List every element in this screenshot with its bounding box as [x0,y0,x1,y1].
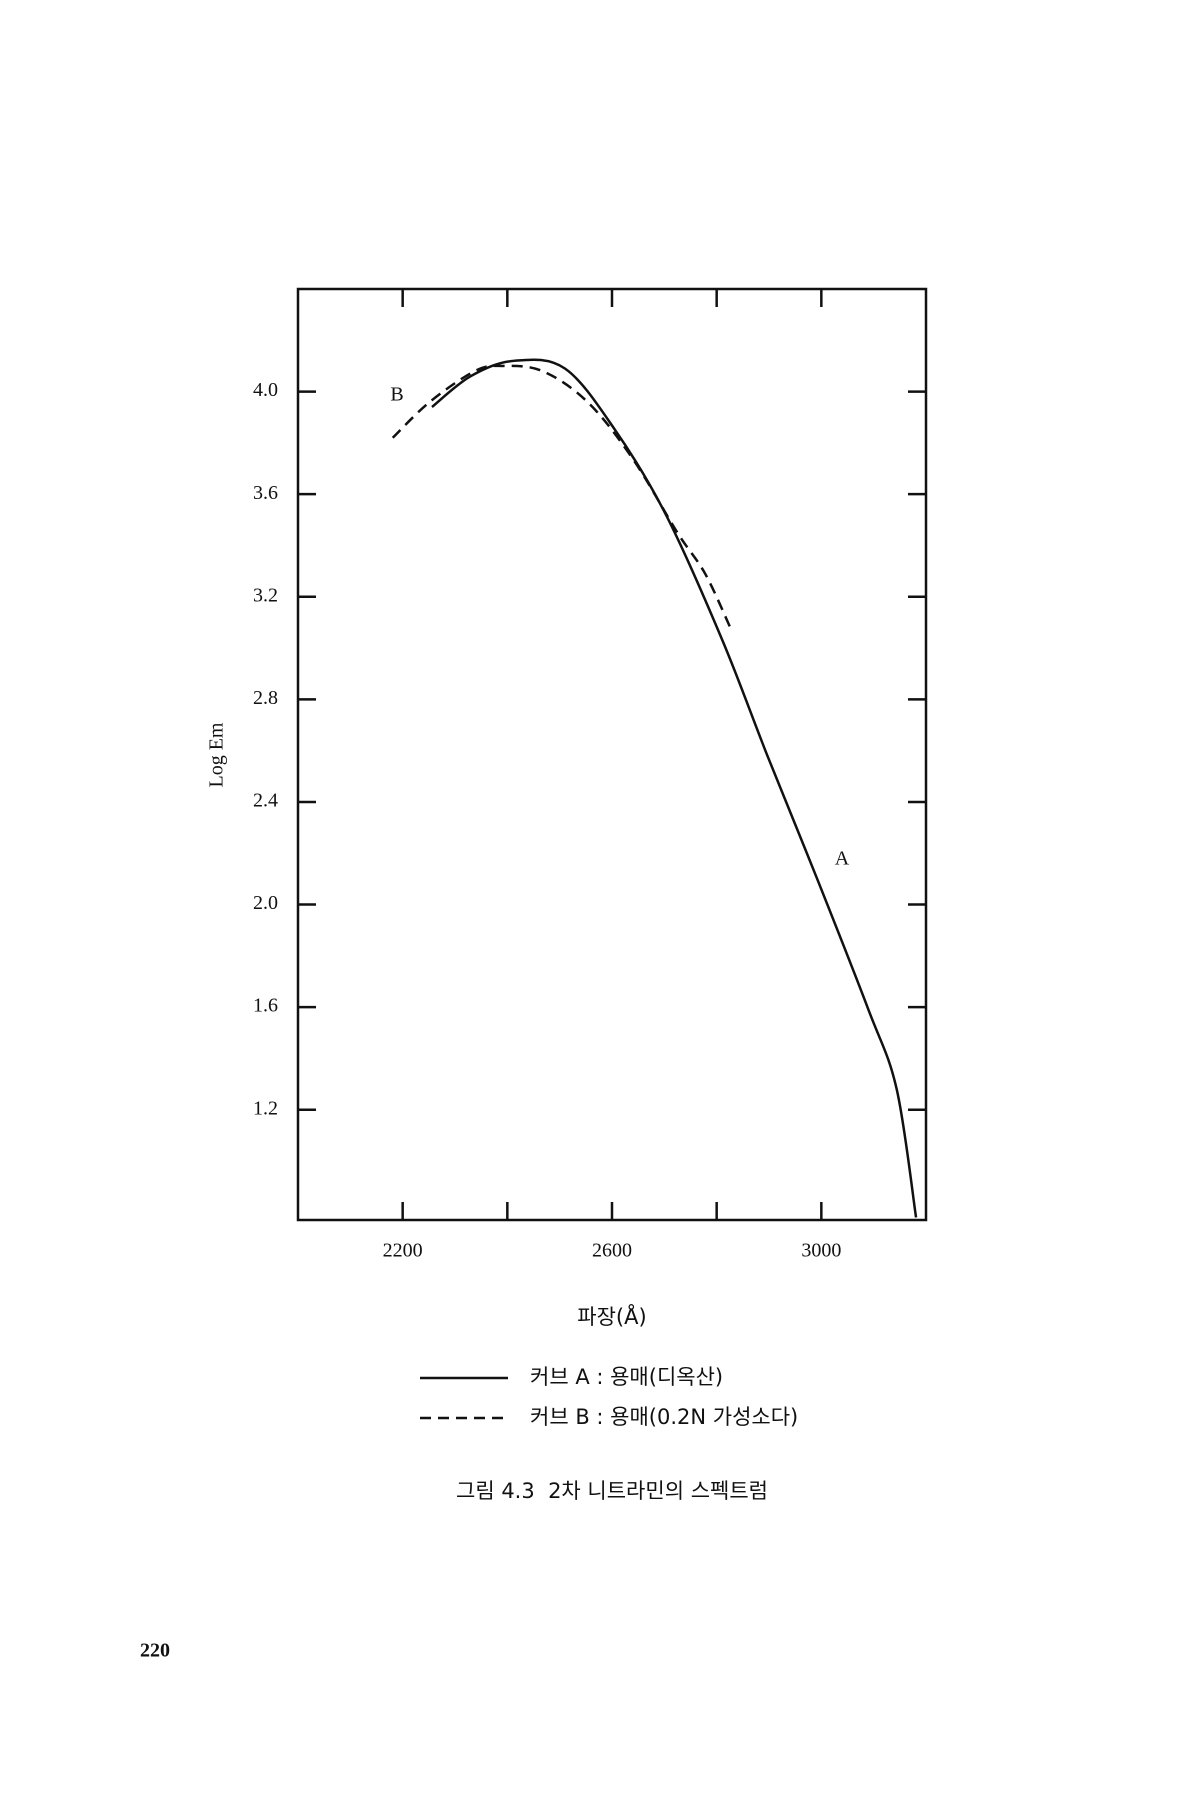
y-tick-label: 4.0 [253,379,278,401]
y-tick-label: 2.8 [253,687,278,709]
y-tick-label: 3.2 [253,584,278,606]
series-line [391,364,732,629]
legend-label: 커브 A : 용매(디옥산) [530,1365,723,1389]
y-tick-label: 1.2 [253,1097,278,1119]
y-tick-label: 1.6 [253,995,278,1017]
caption: 그림 4.3 2차 니트라민의 스펙트럼 [456,1479,768,1503]
x-axis-label: 파장(Å) [577,1303,646,1329]
y-tick-label: 2.0 [253,892,278,914]
x-tick-label: 3000 [801,1240,841,1262]
y-tick-label: 3.6 [253,482,278,504]
x-tick-label: 2200 [383,1240,423,1262]
y-axis-label: Log Em [206,722,228,787]
curve-label: A [835,848,850,870]
series-line [431,358,918,1218]
x-tick-label: 2600 [592,1240,632,1262]
legend-label: 커브 B : 용매(0.2N 가성소다) [530,1405,798,1429]
plot-frame [296,287,928,1222]
page-number: 220 [140,1640,170,1662]
y-tick-label: 2.4 [253,790,278,812]
curve-label: B [390,384,403,406]
